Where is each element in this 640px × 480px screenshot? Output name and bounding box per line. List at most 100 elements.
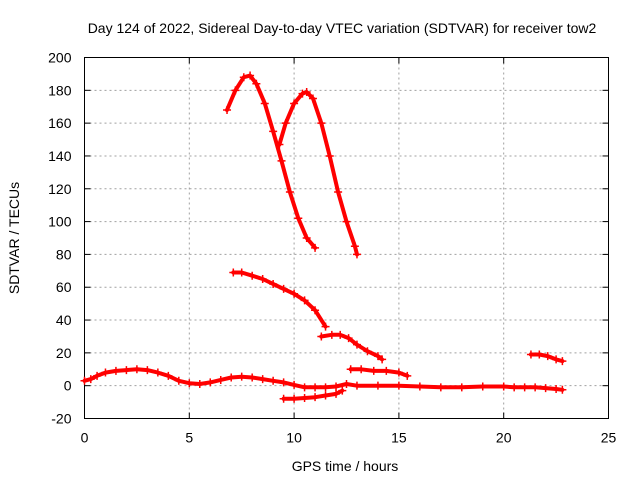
- data-point: [352, 381, 361, 390]
- data-point: [248, 271, 257, 280]
- data-point: [558, 385, 567, 394]
- data-point: [277, 156, 286, 165]
- plot-frame: [84, 57, 609, 419]
- data-point: [342, 217, 351, 226]
- data-point: [206, 378, 215, 387]
- data-point: [294, 214, 303, 223]
- data-point: [164, 371, 173, 380]
- data-point: [111, 366, 120, 375]
- data-point: [363, 347, 372, 356]
- data-point: [499, 382, 508, 391]
- data-point: [258, 275, 267, 284]
- data-point: [300, 296, 309, 305]
- data-point: [543, 352, 552, 361]
- data-point: [302, 87, 311, 96]
- data-point: [216, 375, 225, 384]
- data-point: [311, 306, 320, 315]
- data-point: [336, 330, 345, 339]
- data-point: [239, 73, 248, 82]
- data-point: [260, 99, 269, 108]
- data-point: [101, 368, 110, 377]
- data-point: [122, 366, 131, 375]
- y-tick-label: 200: [48, 50, 72, 66]
- y-axis-label: SDTVAR / TECUs: [6, 182, 22, 294]
- y-tick-label: 60: [56, 279, 72, 295]
- data-point: [252, 79, 261, 88]
- data-point: [143, 366, 152, 375]
- y-tick-label: 160: [48, 115, 72, 131]
- tick-labels: 0 5 10 15 20 25 -20 0 20 40 60 80 100 120 140 160 180 200: [48, 50, 616, 446]
- x-tick-label: 5: [185, 430, 193, 446]
- data-point: [223, 106, 232, 115]
- series-group: [80, 71, 567, 403]
- data-point: [317, 332, 326, 341]
- data-point: [311, 393, 320, 402]
- grid: [84, 57, 609, 419]
- data-point: [531, 383, 540, 392]
- data-point: [279, 378, 288, 387]
- data-point: [237, 268, 246, 277]
- data-point: [352, 340, 361, 349]
- data-point: [436, 383, 445, 392]
- data-point: [285, 188, 294, 197]
- data-point: [229, 268, 238, 277]
- series-arc4: [317, 330, 387, 364]
- data-point: [227, 373, 236, 382]
- data-point: [290, 380, 299, 389]
- series-arc3: [229, 268, 330, 331]
- data-point: [86, 375, 95, 384]
- data-point: [332, 382, 341, 391]
- series-line: [277, 90, 359, 257]
- data-point: [231, 86, 240, 95]
- data-point: [415, 382, 424, 391]
- data-point: [258, 375, 267, 384]
- x-tick-label: 10: [286, 430, 302, 446]
- data-point: [290, 289, 299, 298]
- y-tick-label: 40: [56, 312, 72, 328]
- data-point: [552, 355, 561, 364]
- y-tick-label: -20: [51, 411, 71, 427]
- data-point: [281, 119, 290, 128]
- series-arc8: [80, 365, 567, 394]
- data-point: [246, 71, 255, 80]
- x-tick-label: 20: [496, 430, 512, 446]
- data-point: [237, 372, 246, 381]
- data-point: [311, 383, 320, 392]
- data-point: [321, 383, 330, 392]
- data-point: [394, 368, 403, 377]
- data-point: [382, 366, 391, 375]
- data-point: [248, 373, 257, 382]
- data-point: [279, 284, 288, 293]
- data-point: [321, 391, 330, 400]
- data-point: [269, 279, 278, 288]
- data-point: [332, 389, 341, 398]
- data-point: [93, 371, 102, 380]
- y-tick-label: 120: [48, 181, 72, 197]
- data-point: [526, 350, 535, 359]
- data-point: [290, 99, 299, 108]
- data-point: [378, 355, 387, 364]
- data-point: [279, 394, 288, 403]
- data-point: [369, 366, 378, 375]
- series-line: [231, 270, 328, 329]
- data-point: [80, 376, 89, 385]
- y-tick-label: 0: [64, 378, 72, 394]
- series-arc7: [526, 350, 567, 366]
- data-point: [290, 394, 299, 403]
- y-tick-label: 20: [56, 345, 72, 361]
- data-point: [317, 119, 326, 128]
- data-point: [334, 188, 343, 197]
- data-point: [327, 330, 336, 339]
- data-point: [185, 379, 194, 388]
- data-point: [300, 383, 309, 392]
- chart-title: Day 124 of 2022, Sidereal Day-to-day VTE…: [88, 20, 597, 36]
- data-point: [308, 94, 317, 103]
- data-point: [394, 381, 403, 390]
- data-point: [302, 234, 311, 242]
- data-point: [338, 386, 347, 395]
- x-axis-label: GPS time / hours: [292, 458, 399, 474]
- data-point: [373, 352, 382, 361]
- data-point: [510, 383, 519, 392]
- data-point: [153, 368, 162, 377]
- data-point: [195, 380, 204, 389]
